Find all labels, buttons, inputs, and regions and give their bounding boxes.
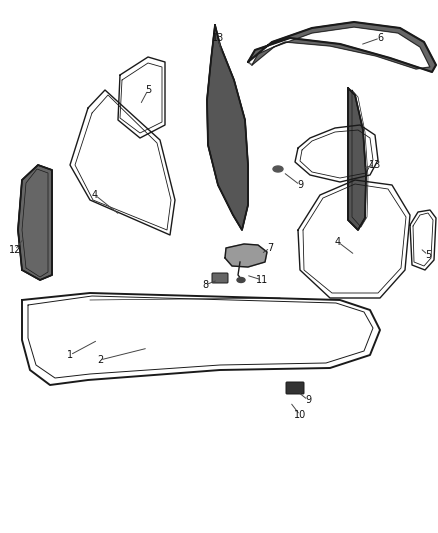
FancyBboxPatch shape (286, 382, 304, 394)
Text: 4: 4 (92, 190, 98, 200)
Text: 12: 12 (9, 245, 21, 255)
Text: 1: 1 (67, 350, 73, 360)
Text: 13: 13 (369, 160, 381, 170)
Text: 4: 4 (335, 237, 341, 247)
Polygon shape (348, 88, 366, 230)
Text: 13: 13 (212, 33, 224, 43)
Ellipse shape (237, 278, 245, 282)
Polygon shape (248, 22, 436, 72)
Text: 10: 10 (294, 410, 306, 420)
Text: 9: 9 (297, 180, 303, 190)
Text: 9: 9 (305, 395, 311, 405)
Text: 8: 8 (202, 280, 208, 290)
FancyBboxPatch shape (212, 273, 228, 283)
Text: 11: 11 (256, 275, 268, 285)
Text: 7: 7 (267, 243, 273, 253)
Polygon shape (18, 165, 52, 280)
Text: 5: 5 (425, 250, 431, 260)
Ellipse shape (273, 166, 283, 172)
Text: 5: 5 (145, 85, 151, 95)
Text: 6: 6 (377, 33, 383, 43)
Polygon shape (225, 244, 267, 267)
Polygon shape (207, 25, 248, 230)
Text: 2: 2 (97, 355, 103, 365)
